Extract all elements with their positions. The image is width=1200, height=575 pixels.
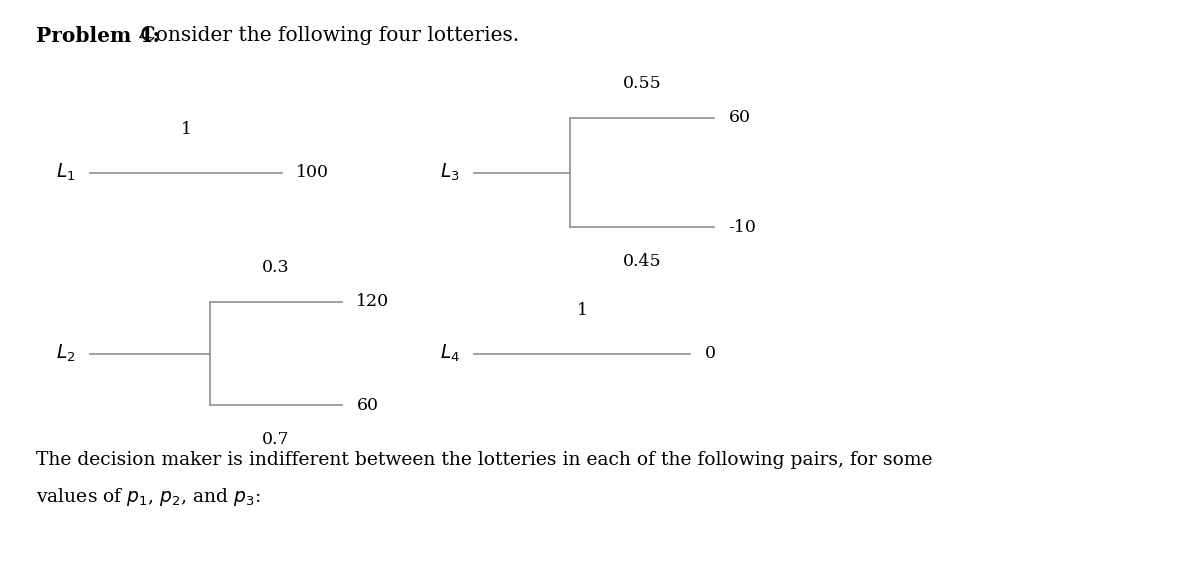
Text: The decision maker is indifferent between the lotteries in each of the following: The decision maker is indifferent betwee… [36,451,932,469]
Text: values of $p_1$, $p_2$, and $p_3$:: values of $p_1$, $p_2$, and $p_3$: [36,486,260,508]
Text: 0.55: 0.55 [623,75,661,92]
Text: 1: 1 [576,302,588,319]
Text: -10: -10 [728,218,756,236]
Text: 0.7: 0.7 [262,431,290,448]
Text: 60: 60 [728,109,750,126]
Text: 0: 0 [704,345,715,362]
Text: 0.45: 0.45 [623,253,661,270]
Text: $L_4$: $L_4$ [439,343,460,365]
Text: 60: 60 [356,397,378,414]
Text: $L_2$: $L_2$ [56,343,76,365]
Text: 120: 120 [356,293,390,310]
Text: $L_1$: $L_1$ [56,162,76,183]
Text: Consider the following four lotteries.: Consider the following four lotteries. [134,26,520,45]
Text: 0.3: 0.3 [262,259,290,276]
Text: 100: 100 [296,164,329,181]
Text: Problem 4:: Problem 4: [36,26,160,46]
Text: $L_3$: $L_3$ [440,162,460,183]
Text: 1: 1 [180,121,192,138]
